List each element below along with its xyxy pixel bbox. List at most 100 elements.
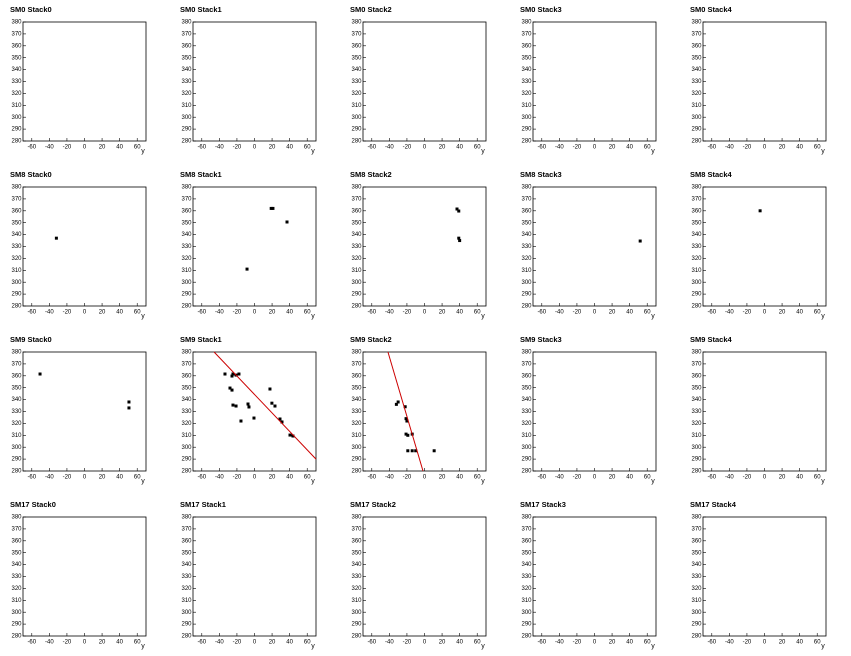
y-tick-label: 320 (521, 91, 532, 97)
y-tick-label: 280 (181, 304, 192, 310)
y-tick-label: 360 (521, 538, 532, 544)
y-tick-label: 310 (181, 103, 192, 109)
y-tick-label: 350 (521, 385, 532, 391)
x-axis-label: y (481, 478, 485, 485)
y-tick-label: 360 (691, 373, 702, 379)
y-tick-label: 300 (351, 280, 362, 286)
x-tick-label: 20 (609, 640, 616, 646)
x-tick-label: -40 (45, 145, 54, 151)
y-tick-label: 340 (11, 232, 22, 238)
y-tick-label: 320 (181, 91, 192, 97)
y-tick-label: 330 (691, 244, 702, 250)
y-tick-label: 360 (691, 538, 702, 544)
x-tick-label: -60 (367, 475, 376, 481)
y-tick-label: 350 (351, 550, 362, 556)
panel-title: SM8 Stack1 (180, 170, 222, 179)
x-axis-label: y (311, 148, 315, 155)
x-axis-label: y (141, 643, 145, 650)
point (458, 239, 462, 243)
point (247, 405, 251, 409)
x-tick-label: -20 (63, 310, 72, 316)
y-tick-label: 290 (521, 127, 532, 133)
y-tick-label: 340 (351, 562, 362, 568)
x-tick-label: 60 (304, 640, 311, 646)
x-tick-label: -40 (555, 475, 564, 481)
y-tick-label: 360 (351, 538, 362, 544)
point (245, 267, 249, 271)
panel: SM0 Stack0 280 290 300 310 320 330 340 350 360 370… (10, 5, 147, 155)
y-tick-label: 340 (691, 397, 702, 403)
y-tick-label: 330 (181, 574, 192, 580)
point (278, 417, 282, 421)
panel: SM9 Stack4 280 290 300 310 320 330 340 350 360 370… (690, 335, 827, 485)
x-tick-label: -60 (27, 640, 36, 646)
x-tick-label: 0 (83, 640, 87, 646)
x-axis-label: y (481, 643, 485, 650)
y-tick-label: 310 (691, 268, 702, 274)
x-tick-label: 40 (796, 145, 803, 151)
x-tick-label: -40 (215, 640, 224, 646)
y-tick-label: 380 (181, 515, 192, 521)
y-tick-label: 370 (351, 31, 362, 37)
y-tick-label: 280 (691, 469, 702, 475)
y-tick-label: 330 (351, 244, 362, 250)
x-tick-label: 60 (134, 640, 141, 646)
x-tick-label: -40 (45, 475, 54, 481)
x-tick-label: 60 (644, 145, 651, 151)
point (396, 400, 400, 404)
point (410, 449, 414, 453)
panel-title: SM0 Stack2 (350, 5, 392, 14)
panel-title: SM8 Stack0 (10, 170, 52, 179)
panel-title: SM17 Stack2 (350, 500, 396, 509)
y-tick-label: 370 (691, 196, 702, 202)
y-tick-label: 320 (11, 421, 22, 427)
panel-title: SM0 Stack4 (690, 5, 733, 14)
x-tick-label: 60 (474, 145, 481, 151)
x-tick-label: 40 (116, 640, 123, 646)
y-tick-label: 300 (691, 280, 702, 286)
y-tick-label: 370 (351, 196, 362, 202)
y-tick-label: 300 (691, 115, 702, 121)
y-tick-label: 330 (181, 244, 192, 250)
y-tick-label: 280 (11, 304, 22, 310)
y-tick-label: 290 (181, 622, 192, 628)
x-tick-label: -40 (385, 145, 394, 151)
x-axis-label: y (651, 643, 655, 650)
plot-frame (532, 351, 657, 472)
x-tick-label: -40 (385, 475, 394, 481)
x-tick-label: -60 (537, 310, 546, 316)
y-tick-label: 290 (521, 457, 532, 463)
plot-frame (532, 21, 657, 142)
y-tick-label: 290 (11, 127, 22, 133)
y-tick-label: 310 (351, 103, 362, 109)
point (403, 405, 407, 409)
y-tick-label: 370 (521, 361, 532, 367)
x-tick-label: 60 (474, 475, 481, 481)
y-tick-label: 380 (181, 185, 192, 191)
y-tick-label: 330 (691, 79, 702, 85)
y-tick-label: 300 (11, 115, 22, 121)
panel: SM9 Stack2 280 290 300 310 320 330 340 350 360 370… (350, 335, 487, 485)
y-tick-label: 350 (11, 385, 22, 391)
y-tick-label: 360 (181, 208, 192, 214)
y-tick-label: 380 (351, 20, 362, 26)
x-tick-label: 60 (304, 145, 311, 151)
plot-frame (362, 351, 487, 472)
point (288, 433, 292, 437)
x-tick-label: 60 (474, 310, 481, 316)
y-tick-label: 310 (351, 433, 362, 439)
point (432, 449, 436, 453)
point (404, 417, 408, 421)
y-tick-label: 330 (521, 574, 532, 580)
point (270, 401, 274, 405)
y-tick-label: 350 (521, 220, 532, 226)
point (127, 406, 131, 410)
point (231, 403, 235, 407)
plot-frame (702, 186, 827, 307)
x-axis-label: y (821, 478, 825, 485)
y-tick-label: 340 (691, 562, 702, 568)
y-tick-label: 340 (351, 67, 362, 73)
x-tick-label: 40 (456, 640, 463, 646)
point (638, 239, 642, 243)
x-tick-label: -20 (63, 145, 72, 151)
